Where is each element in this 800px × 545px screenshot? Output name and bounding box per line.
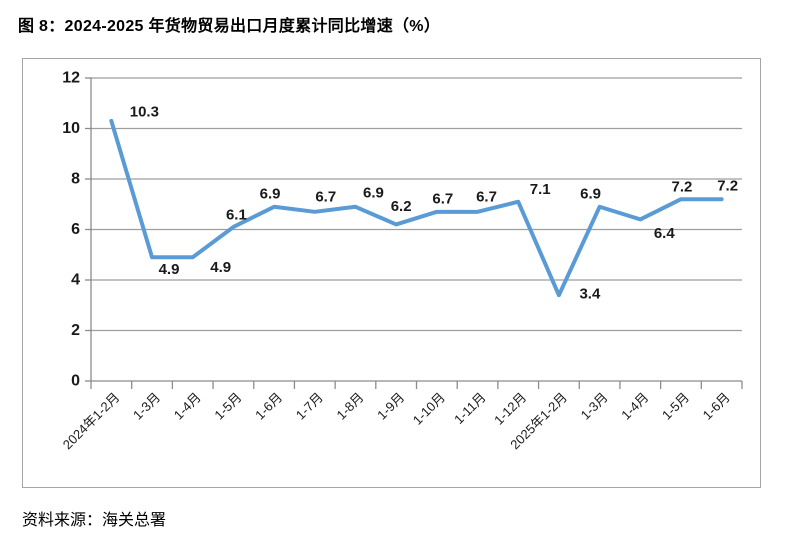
- x-tick-label: 1-4月: [171, 390, 204, 423]
- x-tick-label: 1-5月: [659, 390, 692, 423]
- y-tick-label: 10: [62, 120, 80, 137]
- data-label: 4.9: [210, 259, 231, 276]
- x-tick-label: 1-4月: [618, 390, 651, 423]
- x-tick-label: 1-3月: [130, 390, 163, 423]
- x-tick-label: 1-11月: [451, 390, 489, 428]
- data-label: 6.9: [260, 185, 281, 202]
- y-tick-label: 6: [71, 221, 80, 238]
- x-tick-label: 1-12月: [491, 390, 529, 428]
- source-note: 资料来源：海关总署: [22, 512, 167, 529]
- data-label: 3.4: [579, 286, 601, 303]
- data-label: 6.7: [476, 188, 497, 205]
- data-label: 4.9: [159, 261, 180, 278]
- data-label: 7.2: [672, 179, 693, 196]
- x-tick-label: 2024年1-2月: [60, 390, 123, 453]
- series-line: [109, 118, 724, 298]
- data-label: 6.9: [580, 185, 601, 202]
- data-labels-group: 10.3 4.9 4.9 6.1 6.9 6.7 6.9 6.2 6.7 6.7 7.1 3.4 6.9…: [130, 103, 738, 302]
- x-tick-label: 1-6月: [252, 390, 285, 423]
- x-tick-label: 1-3月: [578, 390, 611, 423]
- x-tick-label: 1-6月: [700, 390, 733, 423]
- y-tick-label: 2: [71, 322, 80, 339]
- data-label: 6.2: [391, 198, 412, 215]
- x-tick-label: 1-8月: [333, 390, 366, 423]
- x-tick-label: 1-5月: [211, 390, 244, 423]
- data-label: 10.3: [130, 103, 159, 120]
- axes-group: [85, 77, 743, 389]
- chart-figure: 0 2 4 6 8 10 12 2024年1-2月 1-3月 1-4月 1-5月 1-6月 1-7月 1-…: [22, 58, 761, 488]
- data-label: 7.2: [717, 178, 738, 195]
- gridlines-group: [91, 77, 742, 332]
- figure-title: 图 8：2024-2025 年货物贸易出口月度累计同比增速（%）: [18, 18, 441, 35]
- y-tick-label: 12: [62, 70, 80, 87]
- data-label: 6.9: [363, 184, 384, 201]
- y-tick-labels-group: 0 2 4 6 8 10 12: [62, 70, 80, 390]
- x-tick-label: 1-10月: [410, 390, 448, 428]
- data-label: 7.1: [530, 181, 551, 198]
- data-label: 6.1: [226, 206, 247, 223]
- y-tick-label: 0: [71, 373, 80, 390]
- data-label: 6.7: [432, 190, 453, 207]
- data-label: 6.7: [315, 188, 336, 205]
- data-label: 6.4: [654, 225, 676, 242]
- x-tick-labels-group: 2024年1-2月 1-3月 1-4月 1-5月 1-6月 1-7月 1-8月 1-9月 1-1…: [60, 390, 733, 453]
- x-tick-label: 1-9月: [374, 390, 407, 423]
- y-tick-label: 4: [71, 272, 80, 289]
- x-tick-label: 1-7月: [293, 390, 326, 423]
- y-tick-label: 8: [71, 171, 80, 188]
